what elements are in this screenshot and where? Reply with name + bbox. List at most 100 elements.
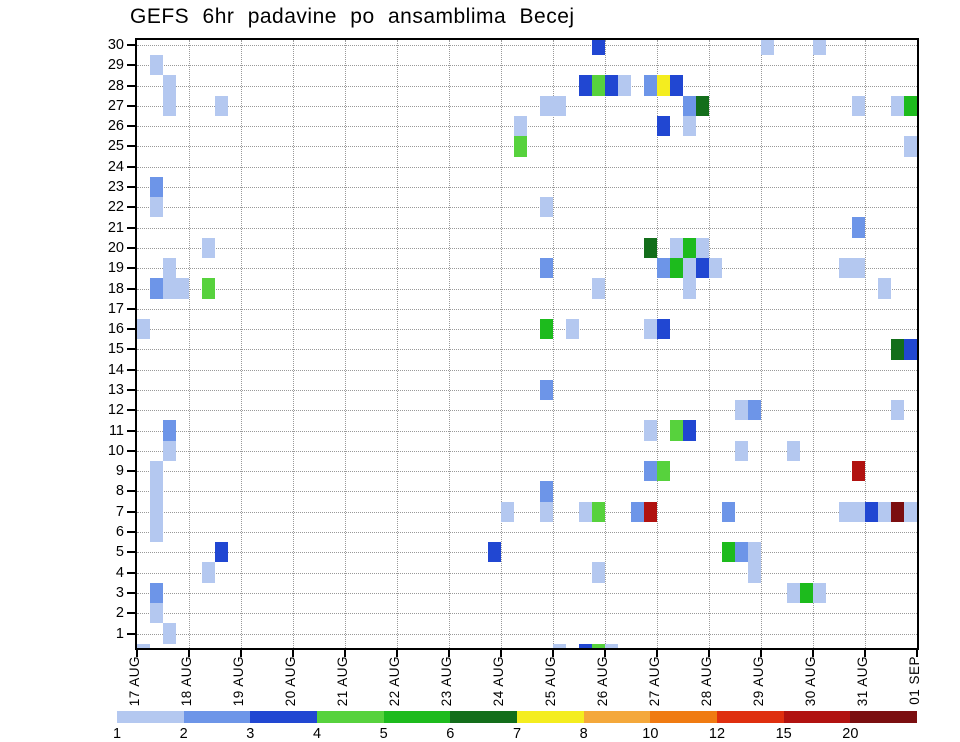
y-axis-label: 27 (107, 97, 124, 114)
member-gridline (137, 511, 917, 513)
heatmap-cell (553, 95, 566, 117)
heatmap-cell (891, 400, 904, 421)
y-axis-label: 10 (107, 442, 124, 459)
heatmap-cell (683, 258, 696, 279)
member-gridline (137, 227, 917, 229)
y-axis-label: 4 (115, 564, 124, 581)
colorbar-segment (850, 711, 918, 723)
heatmap-cell (878, 501, 891, 522)
heatmap-cell (540, 481, 553, 502)
member-gridline (137, 308, 917, 310)
member-gridline (137, 450, 917, 452)
heatmap-cell (683, 95, 696, 117)
x-axis-label: 31 AUG (855, 656, 875, 708)
day-gridline (292, 40, 294, 648)
y-axis-tick (127, 409, 135, 412)
day-gridline (448, 40, 450, 648)
heatmap-cell (904, 136, 917, 157)
colorbar-label: 10 (642, 726, 659, 742)
y-axis-label: 7 (115, 503, 124, 520)
y-axis-tick (127, 84, 135, 87)
colorbar-segment (450, 711, 518, 723)
y-axis-label: 26 (107, 118, 124, 135)
heatmap-cell (592, 501, 605, 522)
member-gridline (137, 247, 917, 249)
member-gridline (137, 105, 917, 107)
x-axis-label: 23 AUG (439, 656, 459, 708)
heatmap-cell (553, 643, 566, 648)
y-axis-tick (127, 531, 135, 534)
heatmap-cell (644, 75, 657, 96)
x-axis-tick (552, 650, 554, 657)
plot-frame (135, 38, 919, 650)
day-gridline (812, 40, 814, 648)
heatmap-cell (579, 501, 592, 522)
heatmap-cell (761, 40, 774, 56)
heatmap-cell (696, 258, 709, 279)
y-axis-tick (127, 510, 135, 513)
colorbar-label: 8 (579, 726, 588, 742)
member-gridline (137, 288, 917, 290)
heatmap-cell (696, 237, 709, 259)
y-axis-label: 23 (107, 179, 124, 196)
heatmap-cell (852, 95, 865, 117)
day-gridline (864, 40, 866, 648)
y-axis-tick (127, 571, 135, 574)
heatmap-cell (891, 339, 904, 360)
heatmap-cell (787, 582, 800, 604)
day-gridline (760, 40, 762, 648)
y-axis-tick (127, 348, 135, 351)
y-axis-tick (127, 145, 135, 148)
x-axis-tick (344, 650, 346, 657)
y-axis-label: 6 (115, 524, 124, 541)
x-axis-label-text: 22 AUG (387, 656, 402, 707)
x-axis-label-text: 31 AUG (855, 656, 870, 707)
heatmap-cell (683, 116, 696, 137)
member-gridline (137, 166, 917, 168)
heatmap-cell (150, 197, 163, 218)
colorbar-label: 7 (512, 726, 522, 742)
heatmap-cell (592, 40, 605, 56)
heatmap-cell (891, 501, 904, 522)
day-gridline (188, 40, 190, 648)
x-axis-tick (812, 650, 814, 657)
heatmap-cell (202, 562, 215, 583)
x-axis-label: 19 AUG (231, 656, 251, 708)
heatmap-cell (644, 420, 657, 441)
y-axis-tick (127, 490, 135, 493)
x-axis-label: 26 AUG (595, 656, 615, 708)
member-gridline (137, 329, 917, 331)
x-axis-label: 21 AUG (335, 656, 355, 708)
y-axis-tick (127, 551, 135, 554)
x-axis-tick (604, 650, 606, 657)
x-axis-tick (500, 650, 502, 657)
x-axis-label: 25 AUG (543, 656, 563, 708)
day-gridline (708, 40, 710, 648)
y-axis-tick (127, 226, 135, 229)
heatmap-cell (722, 501, 735, 522)
x-axis-label: 30 AUG (803, 656, 823, 708)
y-axis-tick (127, 64, 135, 67)
heatmap-cell (605, 643, 618, 648)
x-axis-label-text: 28 AUG (699, 656, 714, 707)
heatmap-cell (748, 562, 761, 583)
colorbar-label: 5 (379, 726, 388, 742)
colorbar-label: 2 (179, 726, 188, 742)
member-gridline (137, 369, 917, 371)
x-axis-tick (864, 650, 866, 657)
x-axis-label-text: 24 AUG (491, 656, 506, 707)
x-axis-label: 27 AUG (647, 656, 667, 708)
colorbar-segment (783, 711, 851, 723)
x-axis-tick (656, 650, 658, 657)
heatmap-cell (163, 420, 176, 441)
heatmap-cell (592, 75, 605, 96)
day-gridline (240, 40, 242, 648)
heatmap-cell (657, 116, 670, 137)
heatmap-cell (904, 339, 917, 360)
y-axis-tick (127, 632, 135, 635)
heatmap-cell (592, 643, 605, 648)
x-axis-label: 29 AUG (751, 656, 771, 708)
y-axis-tick (127, 206, 135, 209)
heatmap-cell (683, 278, 696, 299)
